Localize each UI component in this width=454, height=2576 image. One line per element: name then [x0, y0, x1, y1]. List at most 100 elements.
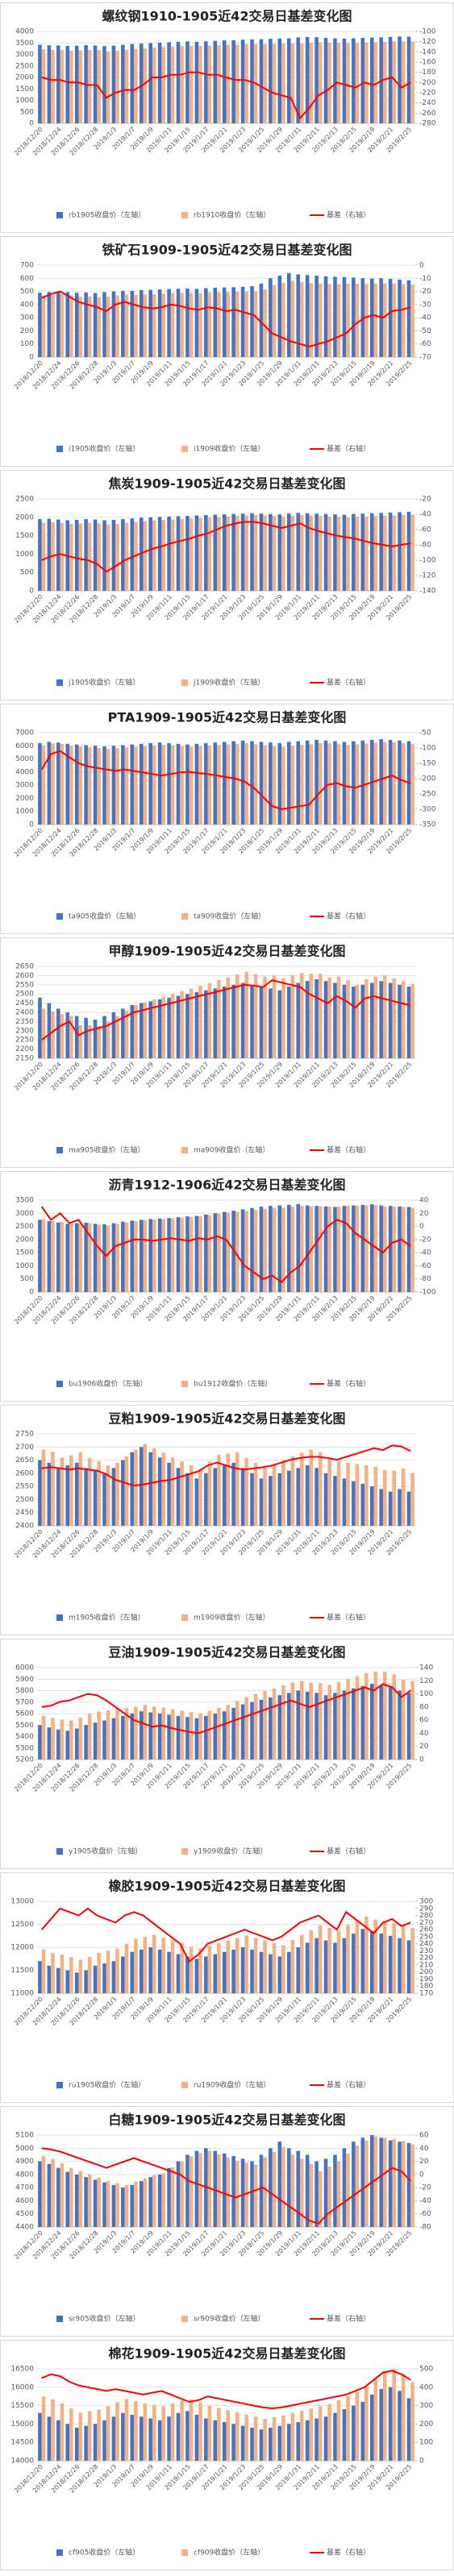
- bar: [157, 1457, 162, 1526]
- bar: [102, 2182, 106, 2227]
- bar: [323, 2158, 328, 2227]
- bar: [152, 1219, 156, 1292]
- bar: [382, 41, 387, 123]
- bar: [305, 275, 310, 357]
- bar: [78, 296, 83, 357]
- bar: [148, 43, 152, 123]
- bar: [226, 1212, 231, 1292]
- bar: [152, 47, 156, 124]
- bar: [290, 2412, 295, 2461]
- y-tick-label: 4500: [15, 2210, 34, 2218]
- y-tick-label: 5300: [15, 1744, 34, 1752]
- bar: [355, 516, 360, 591]
- bar: [388, 1206, 393, 1292]
- bar: [97, 1026, 101, 1058]
- bar: [305, 1942, 310, 1993]
- bar: [226, 44, 231, 123]
- bar: [134, 1449, 138, 1526]
- basis-line: [41, 2370, 411, 2410]
- bar: [60, 1457, 65, 1526]
- y-tick-label: 2450: [15, 999, 34, 1008]
- bar: [305, 36, 310, 124]
- bar: [97, 297, 101, 357]
- bar: [198, 45, 202, 123]
- bar: [388, 983, 393, 1058]
- bar: [346, 2395, 350, 2461]
- bar: [406, 1491, 411, 1526]
- bar: [74, 1016, 79, 1058]
- bar: [102, 1016, 106, 1058]
- bar: [388, 1491, 393, 1526]
- y2-tick-label: -260: [419, 110, 436, 118]
- bar: [240, 1947, 245, 1993]
- bar: [74, 1462, 79, 1526]
- legend-swatch: [181, 212, 188, 218]
- bar: [379, 2389, 383, 2461]
- bar: [170, 519, 175, 591]
- bar: [222, 2422, 227, 2461]
- bar: [97, 523, 101, 591]
- bar: [336, 517, 341, 591]
- bar: [240, 513, 245, 591]
- bar: [327, 516, 331, 591]
- bar: [352, 987, 356, 1058]
- bar: [204, 2418, 208, 2461]
- bar: [87, 1223, 92, 1292]
- bar: [318, 516, 323, 591]
- bar: [355, 2391, 360, 2461]
- bar: [189, 1947, 194, 1993]
- bar: [194, 1478, 199, 1526]
- bar: [346, 517, 350, 591]
- bar: [406, 36, 411, 123]
- bar: [388, 1935, 393, 1993]
- bar: [342, 742, 347, 825]
- bar: [194, 41, 199, 124]
- bar: [253, 1693, 258, 1760]
- bar: [213, 742, 218, 825]
- bar: [60, 744, 65, 825]
- bar: [167, 997, 171, 1058]
- y-tick-label: 4600: [15, 2197, 34, 2205]
- bar: [369, 1931, 374, 1993]
- bar: [93, 293, 98, 357]
- bar: [336, 1930, 341, 1993]
- bar: [152, 2404, 156, 2461]
- bar: [170, 1457, 175, 1526]
- bar: [78, 1959, 83, 1993]
- bar: [263, 44, 267, 123]
- bar: [327, 1685, 331, 1760]
- bar: [194, 289, 199, 357]
- bar: [360, 740, 365, 825]
- bar: [401, 515, 406, 591]
- bar: [382, 2371, 387, 2461]
- bar: [314, 1693, 319, 1760]
- bar: [318, 283, 323, 357]
- bar: [134, 746, 138, 825]
- y-tick-label: 14500: [10, 2439, 34, 2447]
- bar: [314, 1468, 319, 1526]
- bar: [296, 1468, 301, 1526]
- y2-tick-label: -20: [419, 2184, 431, 2192]
- bar: [318, 42, 323, 123]
- legend-swatch: [56, 1614, 63, 1621]
- bar: [217, 1707, 221, 1760]
- bar: [281, 1460, 285, 1526]
- bar: [217, 517, 221, 591]
- bar: [139, 1219, 144, 1292]
- bar: [382, 1206, 387, 1292]
- bar: [253, 291, 258, 357]
- bar: [309, 744, 314, 825]
- y2-tick-label: 230: [419, 1947, 433, 1955]
- bar: [235, 1701, 239, 1760]
- bar: [84, 1725, 88, 1760]
- bar: [296, 2150, 301, 2227]
- bar: [111, 1012, 116, 1058]
- bar: [286, 1470, 291, 1526]
- bar: [204, 288, 208, 357]
- bar: [281, 516, 285, 591]
- bar: [226, 2157, 231, 2227]
- bar: [250, 741, 254, 825]
- bar: [198, 1714, 202, 1760]
- bar: [84, 745, 88, 825]
- bar: [167, 289, 171, 357]
